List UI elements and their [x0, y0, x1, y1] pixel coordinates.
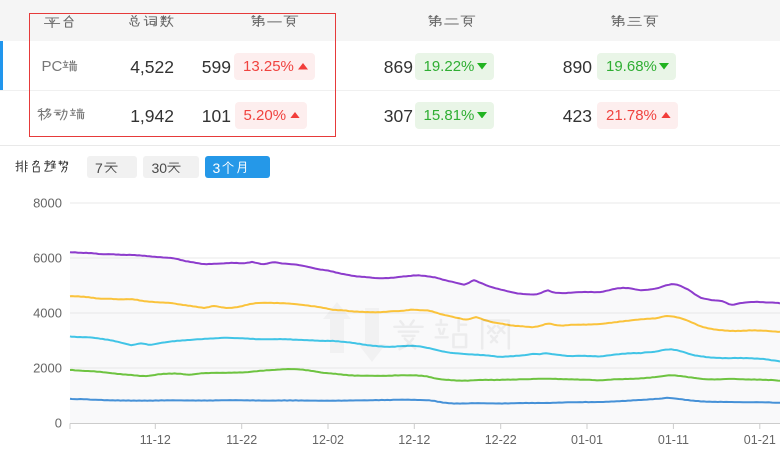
svg-text:11-12: 11-12 [140, 433, 171, 447]
svg-text:11-22: 11-22 [226, 433, 257, 447]
svg-text:12-02: 12-02 [312, 433, 344, 447]
svg-text:4000: 4000 [33, 306, 62, 321]
svg-text:12-22: 12-22 [485, 433, 517, 447]
svg-text:01-11: 01-11 [658, 433, 689, 447]
svg-text:2000: 2000 [33, 361, 62, 376]
svg-text:0: 0 [55, 416, 62, 431]
svg-text:01-21: 01-21 [744, 433, 776, 447]
svg-text:8000: 8000 [33, 196, 62, 211]
svg-text:12-12: 12-12 [398, 433, 430, 447]
svg-text:6000: 6000 [33, 251, 62, 266]
svg-text:01-01: 01-01 [571, 433, 603, 447]
